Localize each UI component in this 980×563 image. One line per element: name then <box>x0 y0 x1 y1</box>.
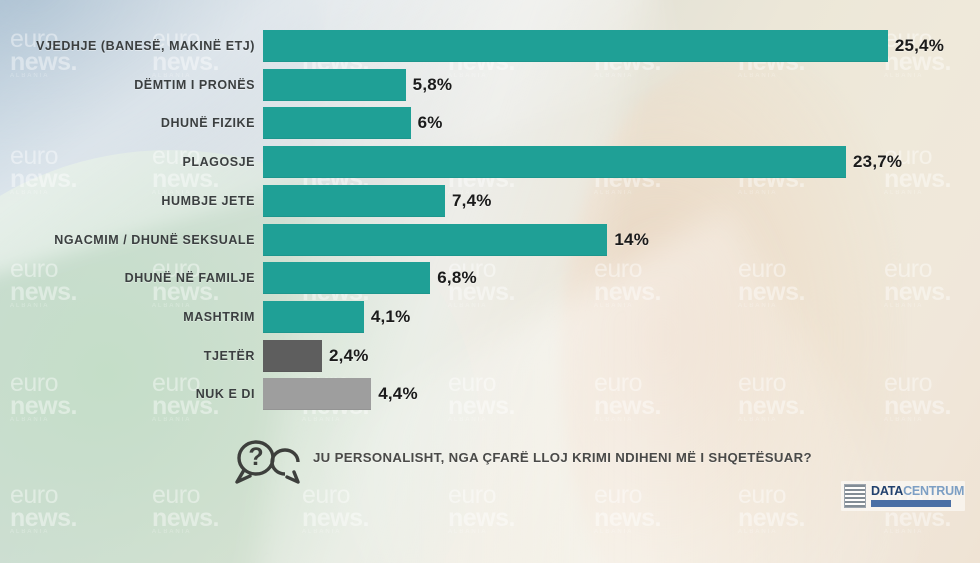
bar <box>263 300 364 333</box>
bar-value-label: 6% <box>417 113 443 133</box>
bar <box>263 30 888 62</box>
bar-category-label: TJETËR <box>203 348 255 363</box>
bar-value-label: 6,8% <box>437 268 477 288</box>
chart-row: HUMBJE JETE 7,4% <box>0 184 980 217</box>
chart-footer: ? JU PERSONALISHT, NGA ÇFARË LLOJ KRIMI … <box>0 425 980 505</box>
bar-container: 6,8% <box>263 262 477 295</box>
bar-chart: VJEDHJE (BANESË, MAKINË ETJ) 25,4% DËMTIM … <box>0 30 980 411</box>
bar-category-label: NUK E DI <box>195 387 255 402</box>
bar-container: 5,8% <box>263 68 453 101</box>
chart-row: NUK E DI 4,4% <box>0 378 980 411</box>
bar <box>263 339 323 372</box>
bar-value-label: 4,1% <box>370 306 411 326</box>
bar-category-label: DËMTIM I PRONËS <box>134 77 255 92</box>
bar <box>263 107 411 140</box>
bar-value-label: 25,4% <box>894 36 945 55</box>
chart-row: VJEDHJE (BANESË, MAKINË ETJ) 25,4% <box>0 30 980 62</box>
bar-category-label: HUMBJE JETE <box>161 193 255 208</box>
bar-container: 4,1% <box>263 300 411 333</box>
logo-underline <box>871 499 951 507</box>
bar-value-label: 2,4% <box>329 345 369 365</box>
chart-row: MASHTRIM 4,1% <box>0 300 980 333</box>
logo-words: DATACENTRUM <box>871 485 964 498</box>
bar-value-label: 4,4% <box>378 384 418 404</box>
bar <box>263 262 431 295</box>
bar-value-label: 5,8% <box>412 74 453 94</box>
bar-category-label: DHUNË NË FAMILJE <box>124 271 255 286</box>
chart-row: DHUNË FIZIKE 6% <box>0 107 980 140</box>
bar-container: 25,4% <box>263 30 944 62</box>
datacentrum-logo: DATACENTRUM <box>841 481 965 511</box>
chart-row: TJETËR 2,4% <box>0 339 980 372</box>
bar <box>263 223 608 256</box>
bar-category-label: NGACMIM / DHUNË SEKSUALE <box>54 232 255 247</box>
logo-data-text: DATA <box>871 484 904 499</box>
question-speech-bubbles-icon: ? <box>228 428 306 495</box>
chart-row: PLAGOSJE 23,7% <box>0 146 980 179</box>
bar-container: 7,4% <box>263 184 492 217</box>
bar-value-label: 7,4% <box>452 190 492 210</box>
bar <box>263 146 847 179</box>
bar <box>263 378 372 411</box>
chart-row: NGACMIM / DHUNË SEKSUALE 14% <box>0 223 980 256</box>
bar-value-label: 14% <box>614 229 650 249</box>
logo-centrum-text: CENTRUM <box>903 484 965 499</box>
chart-row: DHUNË NË FAMILJE 6,8% <box>0 262 980 295</box>
bar <box>263 184 446 217</box>
bar-container: 2,4% <box>263 339 369 372</box>
logo-mark-icon <box>844 484 866 508</box>
bar-category-label: PLAGOSJE <box>182 155 255 170</box>
chart-question-text: JU PERSONALISHT, NGA ÇFARË LLOJ KRIMI ND… <box>313 450 812 465</box>
svg-text:?: ? <box>248 443 263 471</box>
bar-container: 14% <box>263 223 650 256</box>
bar-category-label: MASHTRIM <box>183 309 255 324</box>
bar <box>263 68 406 101</box>
chart-row: DËMTIM I PRONËS 5,8% <box>0 68 980 101</box>
logo-wordmark: DATACENTRUM <box>871 485 964 507</box>
bar-container: 23,7% <box>263 146 903 179</box>
bar-value-label: 23,7% <box>853 152 903 172</box>
bar-category-label: DHUNË FIZIKE <box>160 116 255 131</box>
bar-category-label: VJEDHJE (BANESË, MAKINË ETJ) <box>36 39 255 53</box>
bar-container: 6% <box>263 107 443 140</box>
bar-container: 4,4% <box>263 378 418 411</box>
